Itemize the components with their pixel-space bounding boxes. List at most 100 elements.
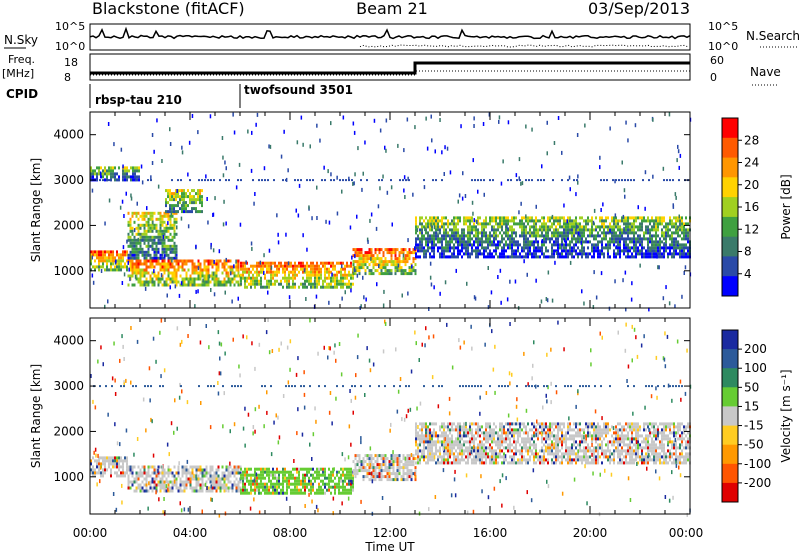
echo-cell xyxy=(302,276,304,280)
echo-cell xyxy=(581,243,583,247)
echo-cell xyxy=(673,225,675,229)
echo-cell xyxy=(288,282,290,286)
streak-echo xyxy=(600,179,602,182)
noise-echo xyxy=(531,242,533,246)
echo-cell xyxy=(151,465,154,469)
echo-cell xyxy=(135,474,138,478)
echo-cell xyxy=(163,211,166,215)
echo-cell xyxy=(495,222,497,226)
noise-echo xyxy=(153,149,155,154)
echo-cell xyxy=(199,471,202,475)
echo-cell xyxy=(489,243,491,247)
noise-echo xyxy=(676,226,678,231)
echo-cell xyxy=(326,285,328,289)
echo-cell xyxy=(533,231,535,235)
echo-cell xyxy=(133,253,136,257)
echo-cell xyxy=(577,222,579,226)
echo-cell xyxy=(151,229,154,233)
echo-cell xyxy=(461,452,463,456)
echo-cell xyxy=(219,489,222,493)
echo-cell xyxy=(368,472,371,476)
echo-cell xyxy=(128,169,130,173)
echo-cell xyxy=(282,476,284,480)
echo-cell xyxy=(469,440,471,444)
echo-cell xyxy=(419,461,421,465)
noise-echo xyxy=(546,151,548,156)
echo-cell xyxy=(258,473,260,477)
echo-cell xyxy=(207,477,210,481)
echo-cell xyxy=(133,465,136,469)
echo-cell xyxy=(380,466,383,470)
echo-cell xyxy=(671,219,673,223)
echo-cell xyxy=(181,480,184,484)
echo-cell xyxy=(374,248,377,252)
echo-cell xyxy=(368,257,371,261)
noise-echo xyxy=(458,193,461,198)
echo-cell xyxy=(175,283,178,287)
echo-cell xyxy=(151,214,154,218)
echo-cell xyxy=(557,240,559,244)
noise-echo xyxy=(403,148,405,153)
echo-cell xyxy=(274,273,276,277)
echo-cell xyxy=(445,461,447,465)
noise-echo xyxy=(625,120,627,125)
echo-cell xyxy=(559,216,561,220)
echo-cell xyxy=(350,264,352,268)
echo-cell xyxy=(282,473,284,477)
echo-cell xyxy=(445,231,447,235)
echo-cell xyxy=(131,232,134,236)
echo-cell xyxy=(384,475,387,479)
echo-cell xyxy=(354,466,357,470)
echo-cell xyxy=(557,246,559,250)
echo-cell xyxy=(683,228,685,232)
streak-echo xyxy=(528,179,530,182)
echo-cell xyxy=(141,271,144,275)
echo-cell xyxy=(443,455,445,459)
noise-echo xyxy=(287,168,289,173)
echo-cell xyxy=(573,243,575,247)
echo-cell xyxy=(619,243,621,247)
streak-echo xyxy=(615,179,617,182)
echo-cell xyxy=(485,237,487,241)
echo-cell xyxy=(565,243,567,247)
echo-cell xyxy=(175,483,178,487)
noise-echo xyxy=(460,124,462,129)
echo-cell xyxy=(453,246,455,250)
echo-cell xyxy=(493,249,495,253)
echo-cell xyxy=(272,282,274,286)
echo-cell xyxy=(527,249,529,253)
echo-cell xyxy=(324,276,326,280)
echo-cell xyxy=(447,231,449,235)
echo-cell xyxy=(372,263,375,267)
echo-cell xyxy=(264,491,266,495)
echo-cell xyxy=(479,434,481,438)
echo-cell xyxy=(589,219,591,223)
noise-echo xyxy=(414,125,416,130)
echo-cell xyxy=(463,243,465,247)
echo-cell xyxy=(292,467,294,471)
echo-cell xyxy=(98,268,100,272)
echo-cell xyxy=(415,255,417,259)
echo-cell xyxy=(322,482,324,486)
noise-echo xyxy=(518,176,520,181)
echo-cell xyxy=(102,265,104,269)
echo-cell xyxy=(169,207,171,211)
echo-cell xyxy=(461,240,463,244)
echo-cell xyxy=(473,422,475,426)
echo-cell xyxy=(209,480,212,484)
echo-cell xyxy=(177,468,180,472)
echo-cell xyxy=(463,228,465,232)
echo-cell xyxy=(183,204,185,208)
echo-cell xyxy=(356,463,359,467)
echo-cell xyxy=(489,252,491,256)
streak-echo xyxy=(624,179,626,182)
echo-cell xyxy=(539,246,541,250)
echo-cell xyxy=(402,272,405,276)
noise-echo xyxy=(498,119,500,124)
echo-cell xyxy=(185,274,188,278)
echo-cell xyxy=(471,252,473,256)
echo-cell xyxy=(139,274,142,278)
echo-cell xyxy=(141,280,144,284)
noise-echo xyxy=(225,257,227,262)
noise-echo xyxy=(644,170,647,175)
